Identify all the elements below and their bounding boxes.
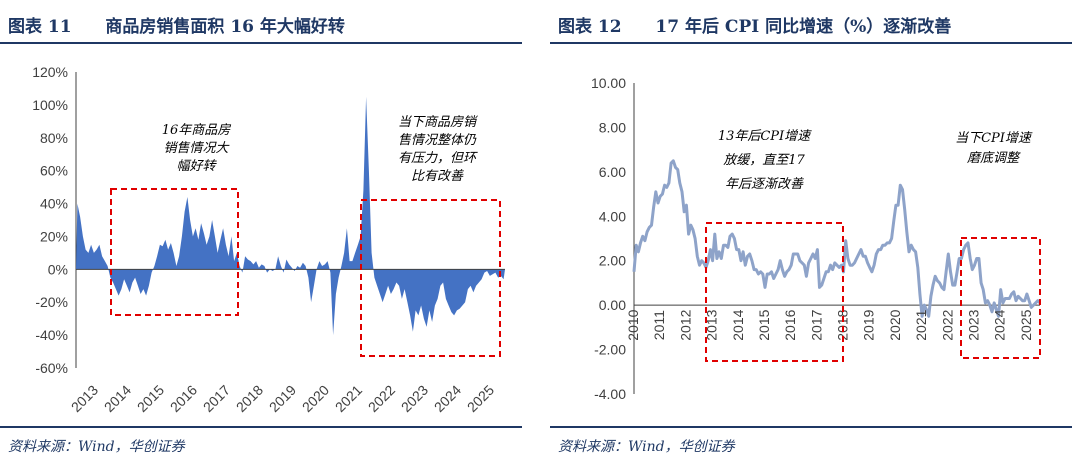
left-xtick-label: 2023	[398, 382, 431, 415]
right-xtick-label: 2012	[677, 309, 693, 340]
left-title: 图表 11 商品房销售面积 16 年大幅好转	[8, 12, 345, 37]
left-ytick-label: -40%	[35, 327, 68, 343]
left-annotation-current: 当下商品房销售情况整体仍有压力，但环比有改善	[398, 115, 478, 184]
right-panel: 图表 12 17 年后 CPI 同比增速（%）逐渐改善 -4.00 -2.00 0.…	[550, 0, 1080, 464]
right-xtick-label: 2013	[704, 309, 720, 340]
right-annotation-current: 当下CPI增速磨底调整	[955, 131, 1033, 166]
right-xtick-label: 2016	[782, 309, 798, 340]
right-annotation-2013-line: 放缓，直至17	[723, 153, 805, 168]
left-ytick-label: 40%	[40, 196, 68, 212]
right-xtick-label: 2015	[756, 309, 772, 340]
left-xtick-label: 2024	[431, 382, 464, 415]
right-xtick-label: 2024	[992, 309, 1008, 340]
right-ytick-label: 8.00	[599, 119, 626, 135]
left-bottom-rule	[0, 426, 522, 428]
left-ytick-label: -60%	[35, 360, 68, 376]
right-annotation-current-line: 当下CPI增速	[955, 131, 1033, 146]
left-ytick-label: -20%	[35, 294, 68, 310]
left-ytick-label: 0%	[48, 261, 68, 277]
right-xtick-label: 2011	[651, 310, 667, 340]
right-annotation-current-line: 磨底调整	[967, 151, 1021, 166]
right-ytick-label: 6.00	[599, 164, 626, 180]
left-top-rule	[0, 42, 522, 44]
left-xtick-label: 2017	[200, 382, 233, 415]
left-title-text: 商品房销售面积 16 年大幅好转	[105, 17, 345, 37]
left-chart: -60%-40%-20%0%20%40%60%80%100%120%2013 20…	[32, 64, 505, 415]
left-ytick-label: 120%	[32, 64, 68, 80]
left-xtick-label: 2014	[101, 382, 134, 415]
right-xtick-label: 2010	[625, 309, 641, 340]
right-annotation-2013-line: 13年后CPI增速	[718, 129, 812, 144]
right-xtick-label: 2014	[730, 309, 746, 340]
left-area-series	[76, 96, 505, 336]
right-top-rule	[550, 42, 1072, 44]
left-annotation-current-line: 当下商品房销	[398, 115, 478, 130]
left-ytick-label: 60%	[40, 163, 68, 179]
right-highlight-box-2013-2017	[705, 222, 844, 362]
right-ytick-label: -4.00	[594, 386, 626, 402]
left-xtick-label: 2020	[299, 382, 332, 415]
right-ytick-label: 2.00	[599, 253, 626, 269]
right-bottom-rule	[550, 426, 1072, 428]
right-line-series	[632, 159, 1042, 318]
right-ytick-label: -2.00	[594, 342, 626, 358]
left-annotation-2016-line: 16年商品房	[162, 123, 232, 138]
left-annotation-current-line: 有压力，但环	[398, 151, 478, 166]
left-highlight-box-2022-2025	[360, 199, 501, 357]
right-xtick-label: 2017	[808, 309, 824, 340]
left-xtick-label: 2013	[68, 382, 101, 415]
right-annotation-2013-line: 年后逐渐改善	[725, 177, 804, 192]
left-figure-label: 图表 11	[8, 17, 72, 37]
right-xtick-label: 2020	[887, 309, 903, 340]
left-highlight-box-2014-2017	[110, 188, 239, 316]
left-xtick-label: 2025	[464, 382, 497, 415]
left-annotation-current-line: 售情况整体仍	[398, 133, 477, 148]
left-xtick-label: 2018	[233, 382, 266, 415]
right-title-text: 17 年后 CPI 同比增速（%）逐渐改善	[655, 17, 952, 37]
left-xtick-label: 2015	[134, 382, 167, 415]
left-source: 资料来源：Wind，华创证券	[8, 439, 185, 455]
right-ytick-label: 0.00	[599, 297, 626, 313]
left-annotation-2016: 16年商品房销售情况大幅好转	[162, 123, 232, 174]
right-annotation-2013: 13年后CPI增速放缓，直至17 年后逐渐改善	[718, 129, 812, 192]
right-xtick-label: 2025	[1018, 309, 1034, 340]
left-ytick-label: 80%	[40, 130, 68, 146]
left-xtick-label: 2016	[167, 382, 200, 415]
right-xtick-label: 2022	[939, 309, 955, 340]
left-ytick-label: 20%	[40, 228, 68, 244]
right-ytick-label: 4.00	[599, 208, 626, 224]
right-ytick-label: 10.00	[591, 75, 626, 91]
left-annotation-current-line: 比有改善	[411, 169, 464, 184]
right-xtick-label: 2023	[966, 309, 982, 340]
left-xtick-label: 2019	[266, 382, 299, 415]
right-xtick-label: 2018	[835, 309, 851, 340]
left-xtick-label: 2021	[332, 382, 365, 415]
right-xtick-label: 2021	[913, 309, 929, 340]
right-xtick-label: 2019	[861, 309, 877, 340]
right-source: 资料来源：Wind，华创证券	[558, 439, 735, 455]
left-panel: 图表 11 商品房销售面积 16 年大幅好转 -60% -40% -20% 0% 20%…	[0, 0, 530, 464]
left-ytick-label: 100%	[32, 97, 68, 113]
left-annotation-2016-line: 幅好转	[176, 159, 217, 174]
right-figure-label: 图表 12	[558, 17, 622, 37]
left-annotation-2016-line: 销售情况大	[163, 141, 230, 156]
left-xtick-label: 2022	[365, 382, 398, 415]
right-title: 图表 12 17 年后 CPI 同比增速（%）逐渐改善	[558, 12, 951, 37]
right-chart: -4.00 -2.00 0.00 2.00 4.00 6.00 8.00 10.00 2010 2…	[591, 75, 1042, 402]
